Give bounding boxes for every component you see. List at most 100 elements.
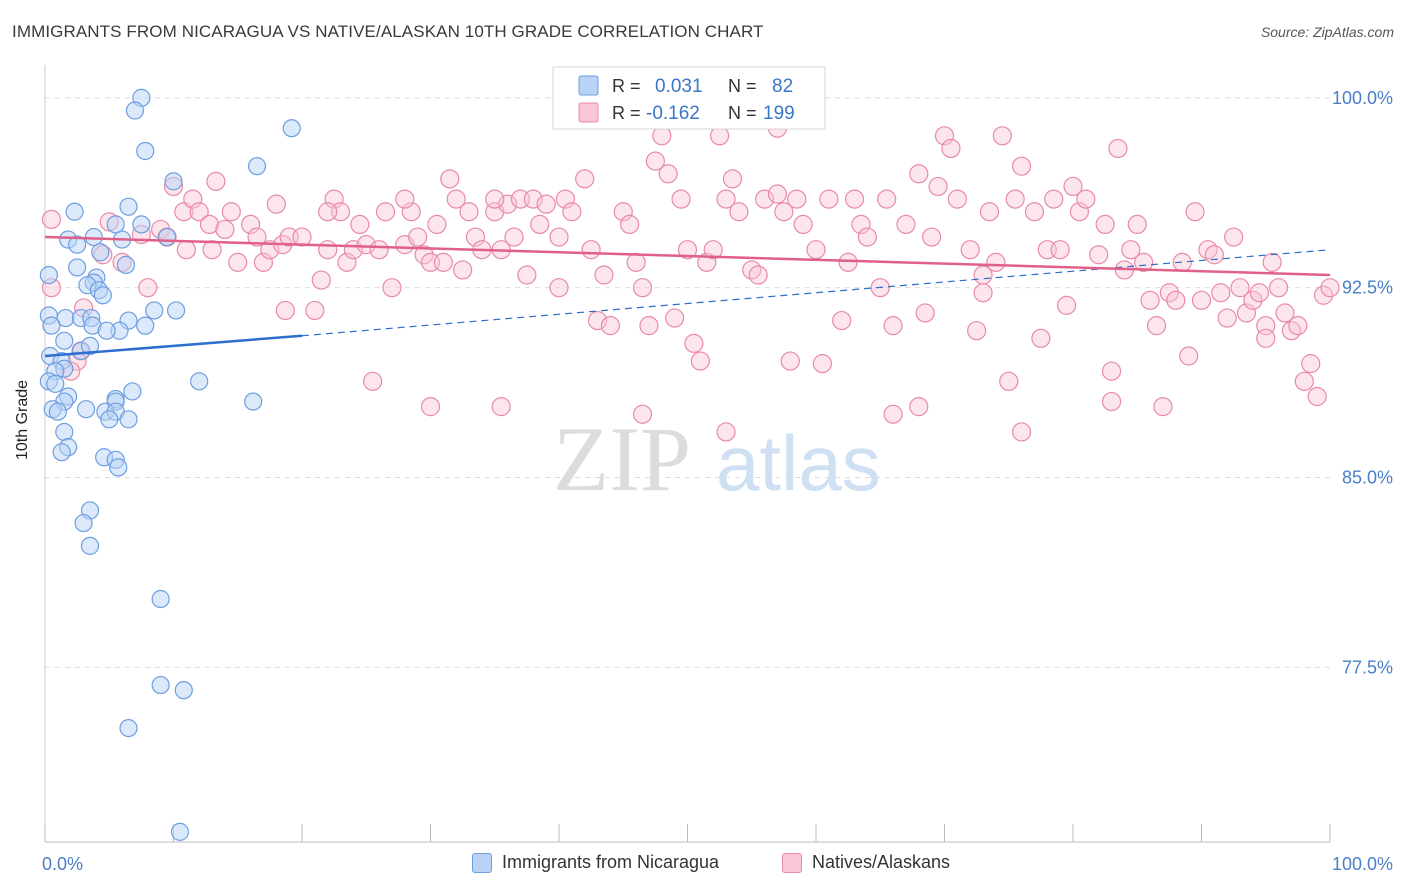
point-nicaragua-6 xyxy=(119,197,138,216)
point-nicaragua-4 xyxy=(247,157,267,176)
point-natives-151 xyxy=(1159,283,1179,303)
point-natives-66 xyxy=(530,214,550,234)
point-nicaragua-18 xyxy=(39,265,58,285)
point-natives-129 xyxy=(1005,189,1025,209)
point-natives-187 xyxy=(716,422,736,442)
point-nicaragua-38 xyxy=(80,336,100,355)
point-nicaragua-7 xyxy=(65,202,84,221)
point-nicaragua-69 xyxy=(151,675,170,695)
point-natives-86 xyxy=(677,240,698,260)
point-natives-38 xyxy=(337,252,357,272)
point-natives-170 xyxy=(1281,321,1302,341)
point-natives-138 xyxy=(1069,202,1090,222)
point-natives-30 xyxy=(275,300,295,321)
point-natives-181 xyxy=(485,189,505,209)
point-natives-87 xyxy=(684,333,704,353)
point-natives-23 xyxy=(228,252,248,272)
trend-lines xyxy=(44,235,1331,358)
point-natives-189 xyxy=(909,397,929,417)
point-natives-69 xyxy=(555,189,576,209)
point-natives-92 xyxy=(716,189,736,209)
point-natives-156 xyxy=(1191,290,1212,310)
point-natives-78 xyxy=(626,252,646,272)
legend-swatch-nicaragua xyxy=(472,852,492,873)
point-nicaragua-23 xyxy=(93,286,112,305)
point-nicaragua-68 xyxy=(151,589,170,609)
watermark-atlas: atlas xyxy=(716,419,881,507)
point-natives-115 xyxy=(909,164,929,184)
point-natives-109 xyxy=(851,214,871,234)
point-natives-81 xyxy=(645,151,665,171)
point-natives-26 xyxy=(253,252,274,272)
point-natives-53 xyxy=(440,169,460,189)
point-natives-141 xyxy=(1095,214,1115,234)
point-natives-48 xyxy=(408,227,428,247)
trend-nicaragua xyxy=(44,334,303,358)
y-tick-label-3: 100.0% xyxy=(1332,88,1393,108)
point-nicaragua-46 xyxy=(123,382,142,401)
point-natives-16 xyxy=(183,189,203,209)
legend-box: R = 0.031 N = 82 R = -0.162 N = 199 xyxy=(552,66,826,130)
point-nicaragua-61 xyxy=(52,443,71,462)
point-natives-77 xyxy=(620,214,640,234)
point-natives-83 xyxy=(658,164,678,184)
point-natives-97 xyxy=(754,189,775,209)
point-natives-122 xyxy=(960,240,980,260)
point-natives-179 xyxy=(767,184,788,204)
legend-label-natives: Natives/Alaskans xyxy=(812,852,951,872)
point-natives-74 xyxy=(594,265,614,285)
point-natives-68 xyxy=(549,278,569,298)
point-natives-82 xyxy=(652,126,672,146)
trend-natives xyxy=(44,235,1331,277)
legend-n-label-pink: N = xyxy=(728,103,757,123)
point-natives-41 xyxy=(356,235,376,255)
point-natives-161 xyxy=(1224,227,1244,247)
point-natives-168 xyxy=(1268,278,1289,298)
point-nicaragua-16 xyxy=(68,258,87,277)
axes xyxy=(44,65,1331,843)
point-nicaragua-30 xyxy=(42,316,61,335)
point-natives-107 xyxy=(838,252,858,272)
point-natives-67 xyxy=(536,194,556,214)
point-natives-91 xyxy=(710,126,730,146)
series-natives-alaskans xyxy=(41,118,1340,442)
point-natives-182 xyxy=(395,189,415,209)
point-natives-128 xyxy=(999,371,1019,391)
point-natives-102 xyxy=(793,214,813,234)
point-natives-47 xyxy=(401,202,421,222)
point-natives-175 xyxy=(1313,285,1334,305)
point-nicaragua-56 xyxy=(48,402,67,421)
point-natives-61 xyxy=(498,194,518,214)
legend-item-natives: Natives/Alaskans xyxy=(782,852,950,873)
x-tick-label-end: 100.0% xyxy=(1332,854,1393,874)
point-natives-101 xyxy=(787,189,807,209)
trend-nicaragua-extension xyxy=(301,249,1331,337)
point-natives-123 xyxy=(967,321,987,341)
point-nicaragua-3 xyxy=(136,141,155,161)
point-natives-180 xyxy=(549,227,569,247)
point-natives-177 xyxy=(1256,328,1276,348)
point-natives-160 xyxy=(1217,308,1237,328)
legend-n-value-pink: 199 xyxy=(763,103,795,124)
point-natives-149 xyxy=(1146,316,1167,336)
legend-r-label-blue: R = xyxy=(612,76,641,96)
point-natives-84 xyxy=(665,308,685,328)
point-nicaragua-45 xyxy=(190,372,209,391)
point-nicaragua-44 xyxy=(46,374,65,393)
point-nicaragua-70 xyxy=(174,681,193,700)
point-natives-137 xyxy=(1063,176,1083,197)
point-natives-36 xyxy=(324,189,344,209)
point-natives-117 xyxy=(922,227,942,247)
point-natives-49 xyxy=(414,245,434,265)
point-natives-145 xyxy=(1121,240,1141,260)
point-natives-51 xyxy=(427,214,447,234)
series-immigrants-nicaragua xyxy=(39,88,301,841)
point-natives-139 xyxy=(1076,189,1096,209)
point-natives-154 xyxy=(1179,346,1199,366)
point-natives-34 xyxy=(311,270,331,290)
y-axis-label: 10th Grade xyxy=(14,379,31,460)
point-natives-174 xyxy=(1307,386,1327,407)
point-natives-35 xyxy=(318,240,338,260)
point-natives-42 xyxy=(363,371,383,391)
